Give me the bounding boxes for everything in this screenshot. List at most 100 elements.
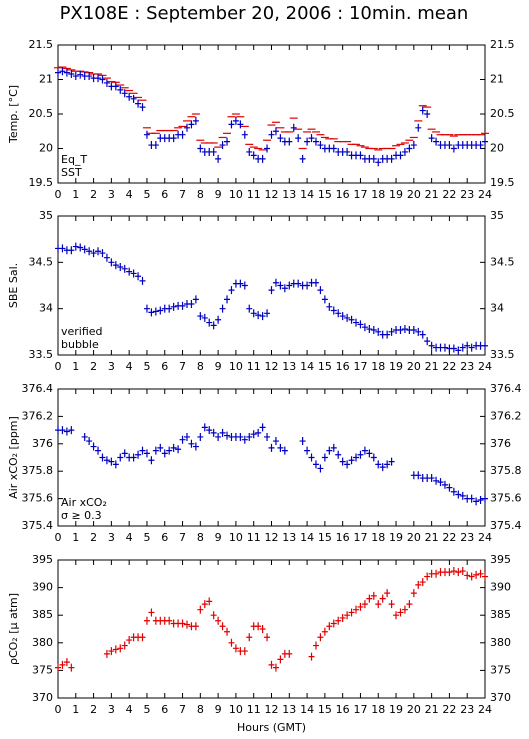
data-point [121,264,128,273]
data-point [228,120,235,129]
plot-frame [57,559,486,699]
data-point [166,446,173,455]
data-point [375,327,382,336]
data-point [201,600,208,609]
data-point [228,286,235,295]
y-tick-label-right: 375 [490,663,511,676]
x-tick-label: 24 [478,703,492,716]
data-point [63,68,70,77]
legend-label: SST [61,166,82,179]
data-point [286,649,293,658]
data-point [148,608,155,617]
x-tick-label: 22 [442,531,456,544]
data-point [419,330,426,339]
y-tick-label-right: 21.5 [490,38,515,51]
x-tick-label: 21 [425,360,439,373]
data-point [415,471,422,480]
data-point [215,315,222,324]
x-tick-label: 6 [161,703,168,716]
data-point [450,144,457,153]
data-point [63,427,70,436]
data-point [143,304,150,313]
data-point [201,313,208,322]
data-point [201,423,208,432]
x-tick-label: 0 [55,531,62,544]
data-point [170,443,177,452]
data-point [188,120,195,129]
x-tick-label: 14 [300,188,314,201]
data-point [308,652,315,661]
data-point [215,432,222,441]
data-point [126,636,133,645]
data-point [170,134,177,143]
x-tick-label: 9 [215,703,222,716]
x-tick-label: 4 [126,188,133,201]
y-axis-label: Temp. [°C] [7,85,20,144]
data-point [433,476,440,485]
data-point [450,567,457,576]
data-point [433,569,440,578]
x-tick-label: 4 [126,703,133,716]
x-tick-label: 20 [407,531,421,544]
data-point [148,308,155,317]
data-point [370,591,377,600]
y-tick-label: 390 [32,581,53,594]
x-tick-label: 23 [460,188,474,201]
data-point [268,443,275,452]
x-tick-label: 11 [247,531,261,544]
x-tick-label: 11 [247,360,261,373]
data-point [384,460,391,469]
x-tick-label: 16 [336,360,350,373]
x-tick-label: 18 [371,360,385,373]
data-point [143,449,150,458]
x-tick-label: 19 [389,531,403,544]
data-point [179,301,186,310]
x-tick-label: 12 [265,188,279,201]
x-tick-label: 1 [72,188,79,201]
y-tick-label: 20 [39,142,53,155]
data-point [259,154,266,163]
legend-label: Air xCO₂ [61,496,107,509]
data-point [321,453,328,462]
data-point [166,616,173,625]
x-tick-label: 5 [143,188,150,201]
data-point [312,137,319,146]
data-point [375,600,382,609]
x-tick-label: 23 [460,703,474,716]
y-tick-label-right: 19.5 [490,176,515,189]
x-tick-label: 6 [161,360,168,373]
x-tick-label: 1 [72,531,79,544]
x-tick-label: 15 [318,703,332,716]
data-point [419,578,426,587]
data-point [415,327,422,336]
data-point [246,432,253,441]
annotation: bubble [61,338,99,351]
data-point [255,311,262,320]
x-tick-label: 21 [425,531,439,544]
data-point [277,134,284,143]
y-tick-label: 380 [32,636,53,649]
y-tick-label-right: 375.4 [490,519,522,532]
data-point [152,141,159,150]
data-point [330,443,337,452]
data-point [406,600,413,609]
data-point [415,123,422,132]
x-tick-label: 7 [179,531,186,544]
data-point [330,306,337,315]
data-point [210,147,217,156]
x-tick-label: 20 [407,360,421,373]
x-tick-label: 5 [143,531,150,544]
data-point [103,456,110,465]
x-tick-label: 10 [229,188,243,201]
x-tick-label: 9 [215,360,222,373]
data-point [339,312,346,321]
x-tick-label: 3 [108,188,115,201]
x-tick-label: 9 [215,531,222,544]
data-point [126,92,133,101]
data-point [241,435,248,444]
data-point [108,647,115,656]
data-point [326,446,333,455]
x-tick-label: 7 [179,188,186,201]
data-point [255,622,262,631]
data-point [232,644,239,653]
